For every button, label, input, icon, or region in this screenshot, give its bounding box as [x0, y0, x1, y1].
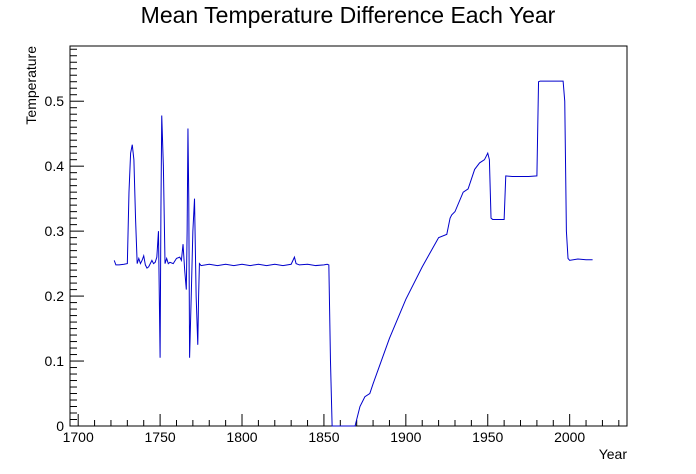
chart-title: Mean Temperature Difference Each Year	[141, 2, 556, 28]
x-tick-label: 1950	[472, 429, 503, 445]
y-tick-label: 0.4	[45, 158, 65, 174]
x-tick-label: 1900	[390, 429, 421, 445]
x-axis-title: Year	[599, 446, 628, 462]
y-axis-title: Temperature	[23, 46, 39, 125]
y-tick-label: 0.5	[45, 93, 65, 109]
x-tick-label: 1800	[226, 429, 257, 445]
temperature-series-line	[113, 80, 593, 427]
x-axis-ticks: 1700 1750 1800 1850 1900 1950 2000	[63, 414, 620, 445]
plot-frame	[69, 45, 628, 427]
x-tick-label: 1750	[145, 429, 176, 445]
x-tick-label: 2000	[554, 429, 585, 445]
y-tick-label: 0.2	[45, 288, 65, 304]
y-tick-label: 0.3	[45, 223, 65, 239]
y-axis-ticks: 0 0.1 0.2 0.3 0.4 0.5	[45, 48, 84, 434]
x-tick-label: 1700	[63, 429, 94, 445]
y-tick-label: 0	[56, 418, 64, 434]
y-tick-label: 0.1	[45, 353, 65, 369]
x-tick-label: 1850	[308, 429, 339, 445]
